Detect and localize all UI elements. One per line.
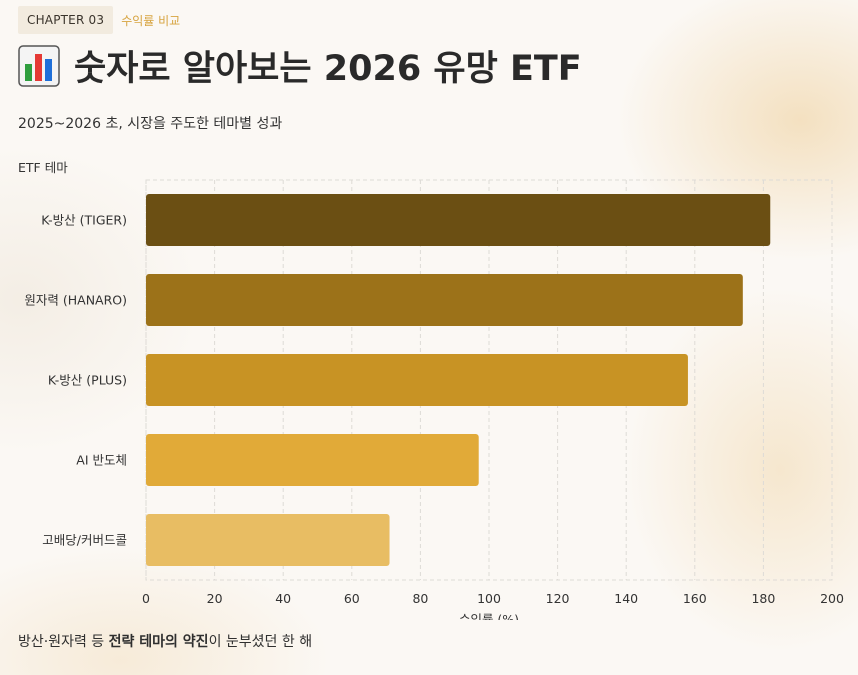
x-tick-label: 80 — [412, 591, 428, 606]
x-tick-label: 60 — [344, 591, 360, 606]
page-title-text: 숫자로 알아보는 2026 유망 ETF — [74, 49, 582, 89]
bar — [146, 194, 771, 246]
x-axis-label: 수익률 (%) — [459, 612, 519, 620]
footer-suffix: 이 눈부셨던 한 해 — [208, 634, 313, 650]
bar-chart: K-방산 (TIGER) 원자력 (HANARO) K-방산 (PLUS) AI 반도… — [24, 179, 844, 620]
page-title: 숫자로 알아보는 2026 유망 ETF — [18, 40, 582, 91]
page-subtitle: 2025~2026 초, 시장을 주도한 테마별 성과 — [18, 116, 283, 132]
x-tick-label: 100 — [477, 591, 501, 606]
x-tick-label: 40 — [275, 591, 291, 606]
bar — [146, 514, 390, 566]
category-label: K-방산 (PLUS) — [48, 373, 127, 388]
chapter-badge: CHAPTER 03 — [18, 6, 114, 34]
x-tick-label: 140 — [614, 591, 638, 606]
y-axis-label: ETF 테마 — [18, 160, 68, 175]
footer-emphasis: 전략 테마의 약진 — [108, 634, 209, 650]
x-tick-label: 160 — [683, 591, 707, 606]
chapter-subtitle: 수익률 비교 — [121, 13, 181, 28]
footer-caption: 방산·원자력 등 전략 테마의 약진이 눈부셨던 한 해 — [18, 631, 312, 651]
x-tick-label: 20 — [207, 591, 223, 606]
category-label: AI 반도체 — [76, 453, 127, 468]
category-label: K-방산 (TIGER) — [41, 213, 127, 228]
bar — [146, 434, 479, 486]
footer-prefix: 방산·원자력 등 — [18, 634, 109, 650]
x-tick-label: 200 — [820, 591, 844, 606]
category-label: 원자력 (HANARO) — [24, 293, 127, 308]
bar — [146, 354, 688, 406]
x-tick-label: 120 — [546, 591, 570, 606]
category-label: 고배당/커버드콜 — [42, 533, 127, 548]
bar — [146, 274, 743, 326]
x-tick-label: 180 — [751, 591, 775, 606]
bar-chart-emoji-icon — [18, 44, 60, 87]
x-tick-label: 0 — [142, 591, 150, 606]
chapter-header: CHAPTER 03 수익률 비교 — [18, 6, 180, 34]
